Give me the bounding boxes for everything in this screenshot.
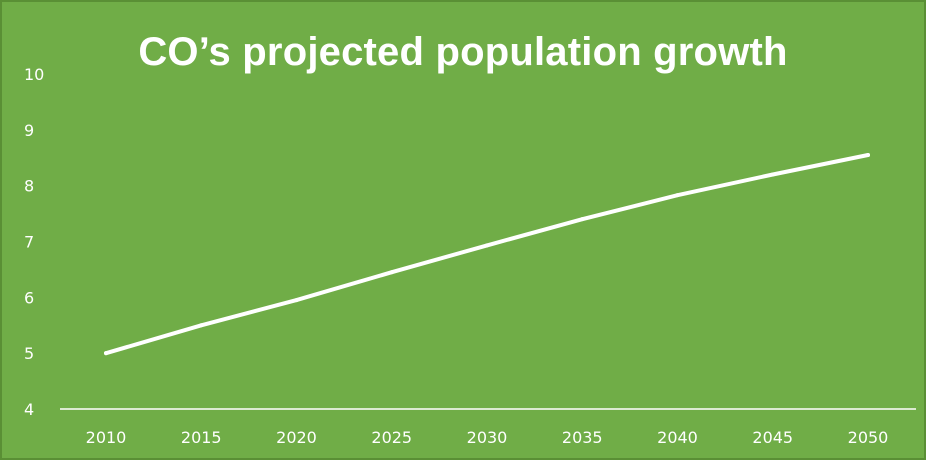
series-layer <box>104 152 870 356</box>
data-point <box>580 217 585 222</box>
data-point <box>294 298 299 303</box>
data-point <box>199 323 204 328</box>
x-tick-label: 2035 <box>562 428 603 447</box>
x-axis-ticks: 2010 2015 2020 2025 2030 2035 2040 2045 2050 <box>86 428 889 447</box>
data-point <box>866 152 870 157</box>
y-tick-label: 6 <box>24 288 34 307</box>
series-line <box>104 153 870 356</box>
y-tick-label: 10 <box>24 65 44 84</box>
y-tick-label: 7 <box>24 233 34 252</box>
y-tick-label: 8 <box>24 177 34 196</box>
data-point <box>104 351 108 356</box>
x-tick-label: 2015 <box>181 428 222 447</box>
x-tick-label: 2040 <box>657 428 698 447</box>
x-tick-label: 2020 <box>276 428 317 447</box>
data-point <box>770 172 775 177</box>
x-tick-label: 2045 <box>752 428 793 447</box>
data-point <box>675 193 680 198</box>
data-point <box>485 243 489 248</box>
data-point <box>389 270 394 275</box>
x-tick-label: 2050 <box>848 428 889 447</box>
x-tick-label: 2025 <box>371 428 412 447</box>
y-axis-ticks: 4 5 6 7 8 9 10 <box>24 65 44 419</box>
y-tick-label: 5 <box>24 344 34 363</box>
x-tick-label: 2010 <box>86 428 127 447</box>
x-tick-label: 2030 <box>467 428 508 447</box>
y-tick-label: 9 <box>24 121 34 140</box>
y-tick-label: 4 <box>24 400 34 419</box>
chart-title: CO’s projected population growth <box>138 30 788 74</box>
